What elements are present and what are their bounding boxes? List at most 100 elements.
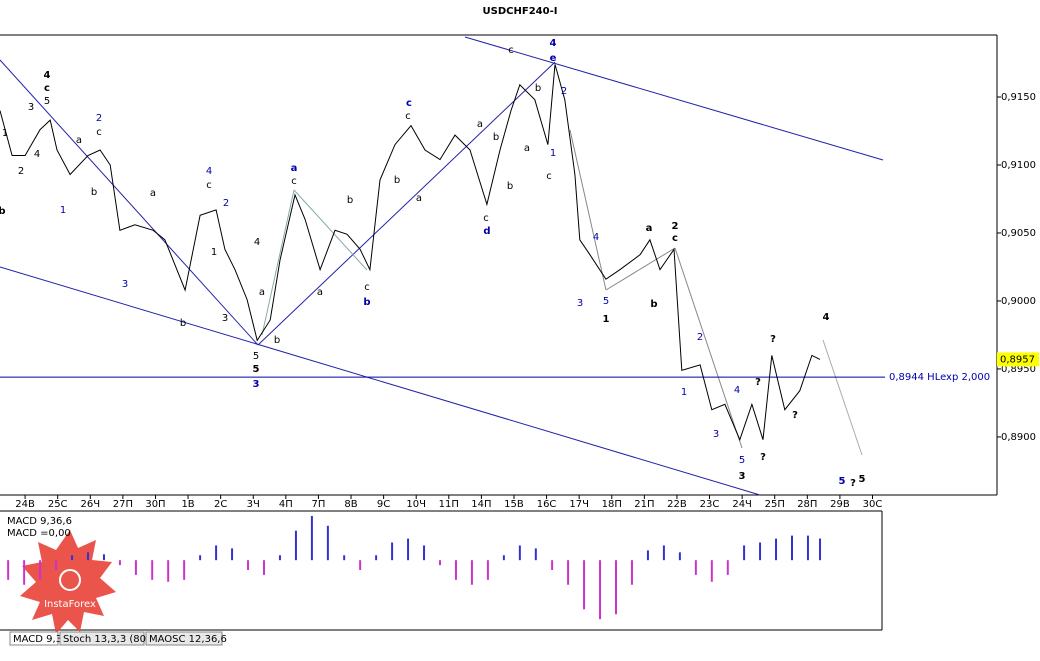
wave-label: c xyxy=(483,213,489,224)
indicator-tab-label: MAOSC 12,36,6 xyxy=(149,634,227,645)
wave-label: 1 xyxy=(2,128,8,139)
indicator-readout: MACD =0,00 xyxy=(7,528,71,539)
y-tick-label: 0,8950 xyxy=(1001,364,1036,375)
x-tick-label: 28П xyxy=(797,499,817,510)
wave-label: 3 xyxy=(713,429,719,440)
indicator-name: MACD 9,36,6 xyxy=(7,516,72,527)
wave-label: b xyxy=(91,187,97,198)
indicator-tab[interactable] xyxy=(145,631,223,646)
wave-label: 5 xyxy=(603,296,609,307)
x-tick-label: 24Ч xyxy=(732,499,752,510)
wave-label: c xyxy=(291,176,297,187)
x-tick-label: 10Ч xyxy=(406,499,426,510)
wave-label: 2 xyxy=(697,332,703,343)
wave-label: b xyxy=(0,206,6,217)
x-tick-label: 26Ч xyxy=(80,499,100,510)
x-tick-label: 21П xyxy=(634,499,654,510)
trend-line xyxy=(464,36,884,161)
wave-label: 3 xyxy=(122,279,128,290)
wave-label: 3 xyxy=(253,379,260,390)
wave-label: c xyxy=(206,180,212,191)
trend-line xyxy=(0,266,761,496)
price-line xyxy=(0,64,821,442)
wave-label: b xyxy=(363,297,370,308)
y-tick-label: 0,8900 xyxy=(1001,432,1036,443)
wave-label: ? xyxy=(792,410,798,421)
wave-label: 4 xyxy=(593,232,599,243)
x-tick-label: 11П xyxy=(439,499,459,510)
wave-label: b xyxy=(535,83,541,94)
x-tick-label: 14П xyxy=(471,499,491,510)
y-tick-label: 0,9050 xyxy=(1001,228,1036,239)
wave-line xyxy=(569,129,607,291)
indicator-tab-label: Stoch 13,3,3 (80%-20%) xyxy=(63,634,185,645)
wave-label: ? xyxy=(770,334,776,345)
wave-label: c xyxy=(44,83,50,94)
indicator-tab-label: MACD 9,36,6 xyxy=(13,634,78,645)
x-tick-label: 29В xyxy=(830,499,850,510)
wave-label: a xyxy=(291,163,298,174)
wave-label: a xyxy=(76,135,82,146)
wave-label: 2 xyxy=(223,198,229,209)
wave-label: b xyxy=(347,195,353,206)
wave-label: 3 xyxy=(577,298,583,309)
wave-label: c xyxy=(508,45,514,56)
wave-line xyxy=(293,189,368,271)
y-tick-label: 0,9100 xyxy=(1001,160,1036,171)
wave-label: b xyxy=(650,299,657,310)
wave-label: 4 xyxy=(823,312,830,323)
logo-text: InstaForex xyxy=(44,599,96,610)
wave-label: c xyxy=(546,171,552,182)
wave-label: 4 xyxy=(734,385,740,396)
x-tick-label: 24В xyxy=(15,499,35,510)
last-price-label: 0,8957 xyxy=(1000,354,1035,365)
wave-label: 1 xyxy=(550,148,556,159)
x-tick-label: 3Ч xyxy=(247,499,260,510)
x-tick-label: 18П xyxy=(602,499,622,510)
wave-label: b xyxy=(493,132,499,143)
level-label: 0,8944 HLexp 2,000 xyxy=(889,372,990,383)
x-tick-label: 2С xyxy=(214,499,227,510)
x-tick-label: 8В xyxy=(344,499,357,510)
wave-label: c xyxy=(672,233,678,244)
wave-label: c xyxy=(96,127,102,138)
wave-label: 4 xyxy=(550,38,557,49)
wave-label: 2 xyxy=(561,86,567,97)
wave-label: 3 xyxy=(28,102,34,113)
wave-label: 5 xyxy=(859,474,866,485)
x-tick-label: 7П xyxy=(311,499,325,510)
indicator-tab[interactable] xyxy=(9,631,59,646)
wave-label: c xyxy=(406,98,412,109)
indicator-tab[interactable] xyxy=(59,631,145,646)
wave-label: 5 xyxy=(44,96,50,107)
wave-label: e xyxy=(550,53,557,64)
wave-label: 2 xyxy=(18,166,24,177)
x-tick-label: 25П xyxy=(765,499,785,510)
wave-label: 1 xyxy=(681,387,687,398)
wave-label: a xyxy=(646,223,653,234)
x-tick-label: 30С xyxy=(863,499,883,510)
y-tick-label: 0,9150 xyxy=(1001,92,1036,103)
wave-label: b xyxy=(507,181,513,192)
wave-label: b xyxy=(394,175,400,186)
wave-label: a xyxy=(416,193,422,204)
wave-label: b xyxy=(274,335,280,346)
wave-label: a xyxy=(524,143,530,154)
wave-line xyxy=(674,247,743,449)
wave-label: ? xyxy=(755,377,761,388)
wave-label: a xyxy=(317,287,323,298)
wave-label: 4 xyxy=(44,70,51,81)
wave-label: 4 xyxy=(34,149,40,160)
wave-label: 2 xyxy=(672,221,679,232)
x-tick-label: 16С xyxy=(537,499,557,510)
wave-label: 5 xyxy=(253,364,260,375)
wave-label: 1 xyxy=(603,314,610,325)
wave-label: 1 xyxy=(211,247,217,258)
trend-line xyxy=(0,59,259,346)
wave-label: ? xyxy=(850,478,856,489)
chart-title: USDCHF240-I xyxy=(483,6,558,17)
wave-label: 3 xyxy=(222,313,228,324)
x-tick-label: 1В xyxy=(181,499,194,510)
wave-label: 1 xyxy=(60,205,66,216)
